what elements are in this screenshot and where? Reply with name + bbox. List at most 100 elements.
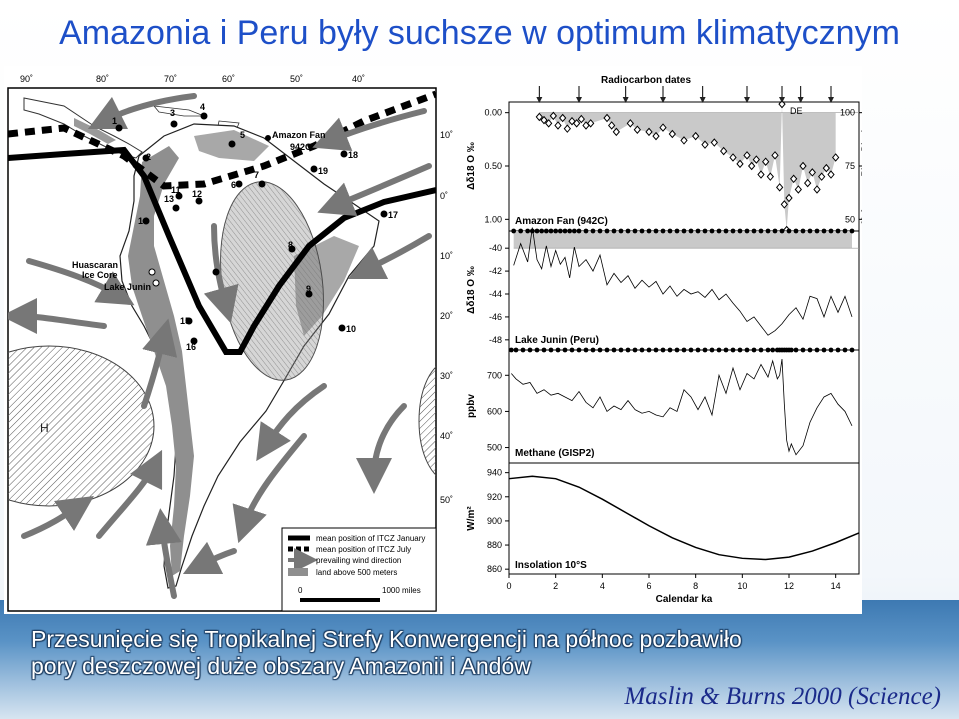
citation: Maslin & Burns 2000 (Science) bbox=[624, 683, 941, 710]
figure: 1 2 3 4 5 6 7 8 9 10 11 12 13 14 bbox=[4, 66, 870, 614]
data-point bbox=[743, 151, 751, 160]
latitude-tick: 30˚ bbox=[440, 371, 453, 381]
y-tick-label: -48 bbox=[489, 335, 502, 345]
site-dot bbox=[338, 324, 346, 332]
data-point bbox=[821, 347, 827, 353]
longitude-tick: 60˚ bbox=[222, 74, 235, 84]
data-point bbox=[695, 347, 701, 353]
data-point bbox=[757, 170, 765, 179]
data-point bbox=[653, 228, 659, 234]
wind-arrow bbox=[21, 496, 94, 539]
longitude-tick: 90˚ bbox=[20, 74, 33, 84]
data-point bbox=[702, 347, 708, 353]
data-point bbox=[652, 131, 660, 141]
data-point bbox=[744, 347, 750, 353]
data-point bbox=[723, 228, 729, 234]
latitude-tick: 10˚ bbox=[440, 251, 453, 261]
data-point bbox=[576, 347, 582, 353]
high-pressure-cell-east bbox=[418, 366, 436, 476]
data-point bbox=[835, 228, 841, 234]
data-point bbox=[577, 114, 585, 124]
site-dot bbox=[172, 204, 180, 212]
site-number: 17 bbox=[388, 210, 398, 220]
site-number: 3 bbox=[170, 108, 175, 118]
data-point bbox=[567, 228, 573, 234]
data-point bbox=[716, 228, 722, 234]
y-tick-label: -46 bbox=[489, 312, 502, 322]
y-tick-label: 0.00 bbox=[484, 108, 502, 118]
map: 1 2 3 4 5 6 7 8 9 10 11 12 13 14 bbox=[7, 74, 453, 612]
amazon-fan-label: Amazon Fan bbox=[272, 130, 326, 140]
data-point bbox=[659, 123, 667, 132]
data-point bbox=[776, 183, 784, 192]
data-point bbox=[828, 347, 834, 353]
site-dot bbox=[258, 180, 266, 188]
legend-land: land above 500 meters bbox=[316, 568, 397, 577]
data-point bbox=[646, 228, 652, 234]
data-point bbox=[729, 153, 737, 162]
x-tick-label: 14 bbox=[831, 581, 841, 591]
itcz-january-line bbox=[8, 146, 436, 355]
data-point bbox=[709, 347, 715, 353]
data-point bbox=[529, 228, 535, 234]
data-point bbox=[590, 347, 596, 353]
site-number: 7 bbox=[254, 170, 259, 180]
caption: Przesunięcie się Tropikalnej Strefy Konw… bbox=[31, 626, 931, 680]
data-point bbox=[765, 228, 771, 234]
site-dot bbox=[175, 192, 183, 200]
data-point bbox=[701, 140, 709, 149]
data-point bbox=[576, 228, 582, 234]
high-pressure-cell-west bbox=[8, 345, 155, 507]
data-point bbox=[748, 161, 756, 171]
data-point bbox=[618, 347, 624, 353]
data-point bbox=[680, 136, 688, 145]
data-point bbox=[800, 347, 806, 353]
data-point bbox=[667, 347, 673, 353]
site-dot bbox=[212, 268, 220, 276]
wind-arrow bbox=[256, 383, 327, 462]
data-point bbox=[548, 347, 554, 353]
right-axis-label: % Amazon River Discharge bbox=[860, 108, 862, 224]
high-pressure-label: H bbox=[40, 421, 49, 435]
data-point bbox=[772, 228, 778, 234]
site-number: 2 bbox=[146, 152, 151, 162]
site-number: 12 bbox=[192, 189, 202, 199]
y-axis-label: ppbv bbox=[466, 394, 477, 418]
site-dot bbox=[170, 120, 178, 128]
chart-amazon-fan: 0.00 0.50 1.00 Δδ18 O ‰ Amazon Fan (942C) bbox=[466, 99, 859, 235]
data-point bbox=[814, 347, 820, 353]
data-point bbox=[688, 228, 694, 234]
data-point bbox=[597, 347, 603, 353]
latitude-tick: 0˚ bbox=[440, 191, 448, 201]
y-tick-label: 860 bbox=[487, 564, 502, 574]
y-tick-label: 940 bbox=[487, 468, 502, 478]
data-point bbox=[632, 347, 638, 353]
chart-title: Lake Junin (Peru) bbox=[515, 335, 599, 346]
longitude-tick: 50˚ bbox=[290, 74, 303, 84]
site-dot bbox=[228, 140, 236, 148]
data-point bbox=[639, 228, 645, 234]
right-tick-label: 50 bbox=[845, 214, 855, 224]
data-point bbox=[535, 112, 543, 122]
data-point bbox=[770, 347, 776, 353]
data-point bbox=[758, 347, 764, 353]
series-line bbox=[511, 358, 853, 456]
shaded-area bbox=[513, 231, 852, 249]
x-tick-label: 8 bbox=[693, 581, 698, 591]
data-point bbox=[667, 228, 673, 234]
andes bbox=[128, 146, 194, 576]
y-tick-label: 700 bbox=[487, 370, 502, 380]
site-number: 11 bbox=[171, 185, 181, 195]
data-point bbox=[780, 200, 788, 209]
data-point bbox=[752, 155, 760, 164]
data-point bbox=[554, 121, 562, 130]
wind-arrow bbox=[141, 318, 178, 409]
data-point bbox=[744, 228, 750, 234]
data-point bbox=[549, 111, 557, 121]
x-tick-label: 12 bbox=[784, 581, 794, 591]
site-number: 13 bbox=[164, 194, 174, 204]
central-america-highlands bbox=[74, 118, 116, 144]
wind-arrow bbox=[145, 508, 182, 599]
data-point bbox=[645, 127, 653, 137]
data-point bbox=[660, 228, 666, 234]
